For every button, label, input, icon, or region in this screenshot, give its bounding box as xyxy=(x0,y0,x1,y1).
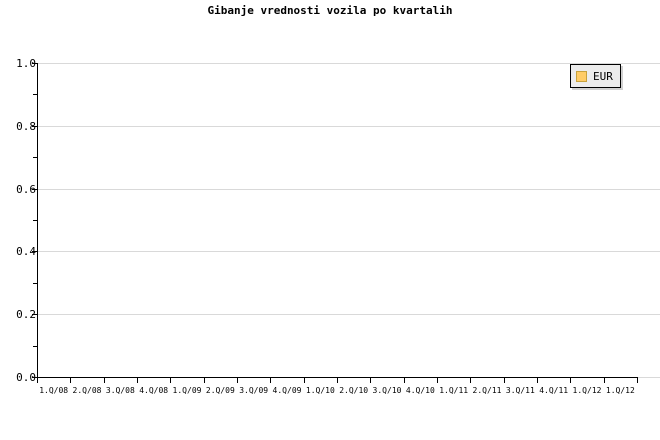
y-axis-minor-tick xyxy=(33,346,37,347)
x-axis-tick-label: 1.Q/10 xyxy=(305,386,335,395)
x-axis-tick-label: 4.Q/11 xyxy=(539,386,569,395)
y-axis-tick-label: 0.0 xyxy=(16,371,36,384)
x-axis-tick-label: 4.Q/10 xyxy=(405,386,435,395)
y-axis-tick-label: 0.2 xyxy=(16,308,36,321)
x-axis-tick xyxy=(504,378,505,383)
x-axis-tick xyxy=(37,378,38,383)
x-axis-tick xyxy=(337,378,338,383)
x-axis-tick xyxy=(470,378,471,383)
x-axis-line xyxy=(37,377,638,378)
x-axis-tick-label: 4.Q/08 xyxy=(139,386,169,395)
y-axis-tick xyxy=(32,314,37,315)
x-axis-tick xyxy=(137,378,138,383)
legend-label-eur: EUR xyxy=(593,69,613,83)
x-axis-tick-label: 2.Q/08 xyxy=(72,386,102,395)
y-axis-minor-tick xyxy=(33,283,37,284)
x-axis-tick xyxy=(204,378,205,383)
x-axis-tick-label: 2.Q/10 xyxy=(339,386,369,395)
x-axis-tick-label: 2.Q/09 xyxy=(205,386,235,395)
y-axis-tick xyxy=(32,251,37,252)
x-axis-tick xyxy=(404,378,405,383)
x-axis-tick-label: 1.Q/11 xyxy=(439,386,469,395)
y-axis-line xyxy=(37,63,38,378)
x-axis-tick-label: 1.Q/12 xyxy=(605,386,635,395)
x-axis-tick xyxy=(104,378,105,383)
series-layer-eur xyxy=(37,63,637,377)
x-axis-tick xyxy=(270,378,271,383)
x-axis-tick xyxy=(570,378,571,383)
y-axis-minor-tick xyxy=(33,94,37,95)
y-axis-minor-tick xyxy=(33,157,37,158)
y-axis-tick-label: 1.0 xyxy=(16,57,36,70)
x-axis-tick xyxy=(304,378,305,383)
gridline xyxy=(37,314,660,315)
x-axis-tick-label: 3.Q/08 xyxy=(105,386,135,395)
y-axis-minor-tick xyxy=(33,220,37,221)
gridline xyxy=(37,251,660,252)
y-axis-tick-label: 0.6 xyxy=(16,183,36,196)
y-axis-tick xyxy=(32,189,37,190)
x-axis-tick xyxy=(237,378,238,383)
gridline xyxy=(37,63,660,64)
x-axis-tick-label: 2.Q/11 xyxy=(472,386,502,395)
y-axis-tick xyxy=(32,126,37,127)
gridline xyxy=(37,126,660,127)
x-axis-tick xyxy=(70,378,71,383)
x-axis-tick-label: 1.Q/12 xyxy=(572,386,602,395)
y-axis-tick xyxy=(32,63,37,64)
y-axis-tick xyxy=(32,377,37,378)
x-axis-tick xyxy=(537,378,538,383)
x-axis-tick xyxy=(370,378,371,383)
x-axis-tick-label: 1.Q/09 xyxy=(172,386,202,395)
chart-legend[interactable]: EUR xyxy=(570,64,621,88)
x-axis-tick-label: 3.Q/09 xyxy=(239,386,269,395)
legend-swatch-eur xyxy=(576,70,587,82)
x-axis-tick-label: 4.Q/09 xyxy=(272,386,302,395)
y-axis-tick-label: 0.4 xyxy=(16,245,36,258)
x-axis-tick-label: 1.Q/08 xyxy=(39,386,69,395)
x-axis-tick-label: 3.Q/10 xyxy=(372,386,402,395)
x-axis-tick-label: 3.Q/11 xyxy=(505,386,535,395)
x-axis-tick xyxy=(170,378,171,383)
x-axis-tick xyxy=(437,378,438,383)
x-axis-tick xyxy=(604,378,605,383)
x-axis-tick xyxy=(637,378,638,383)
gridline xyxy=(37,189,660,190)
y-axis-tick-label: 0.8 xyxy=(16,120,36,133)
chart-title: Gibanje vrednosti vozila po kvartalih xyxy=(207,4,453,17)
